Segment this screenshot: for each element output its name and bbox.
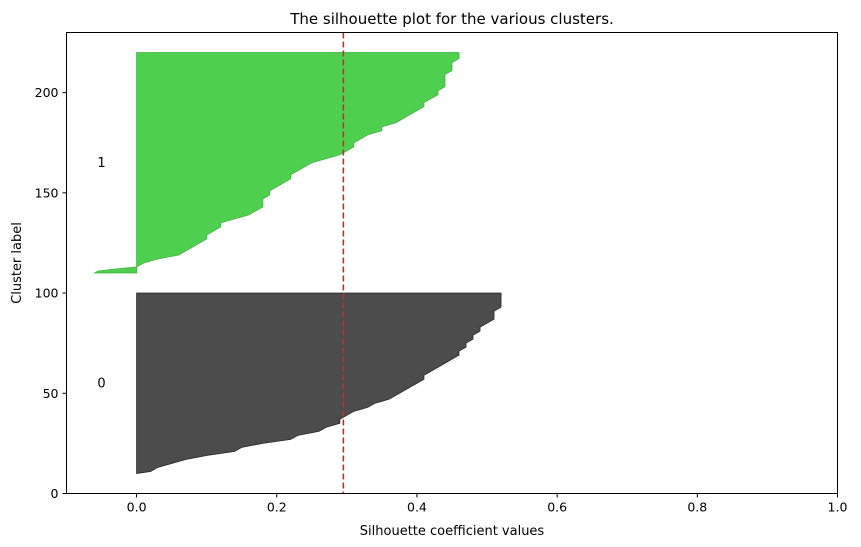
cluster-labels: 01: [97, 156, 105, 391]
cluster-0-label: 0: [97, 376, 105, 391]
chart-title: The silhouette plot for the various clus…: [289, 10, 614, 28]
x-tick-label: 0.8: [687, 500, 707, 515]
x-axis-ticks: 0.0 0.2 0.4 0.6 0.8 1.0: [127, 493, 848, 515]
x-axis-label: Silhouette coefficient values: [360, 524, 545, 539]
y-tick-label: 100: [35, 286, 59, 301]
cluster-0-silhouette-area: [136, 292, 502, 474]
x-tick-label: 0.6: [547, 500, 567, 515]
x-tick-label: 1.0: [828, 500, 848, 515]
cluster-1-label: 1: [97, 156, 105, 171]
y-axis-label: Cluster label: [10, 222, 25, 304]
y-tick-label: 0: [51, 486, 59, 501]
y-tick-label: 50: [43, 386, 59, 401]
x-tick-label: 0.4: [407, 500, 427, 515]
plot-frame: [66, 32, 838, 494]
x-tick-label: 0.2: [267, 500, 287, 515]
y-tick-label: 150: [35, 185, 59, 200]
y-tick-label: 200: [35, 85, 59, 100]
x-tick-label: 0.0: [127, 500, 147, 515]
y-axis-ticks: 0 50 100 150 200: [35, 85, 67, 501]
cluster-areas: [93, 52, 502, 474]
cluster-1-silhouette-area: [93, 52, 460, 274]
